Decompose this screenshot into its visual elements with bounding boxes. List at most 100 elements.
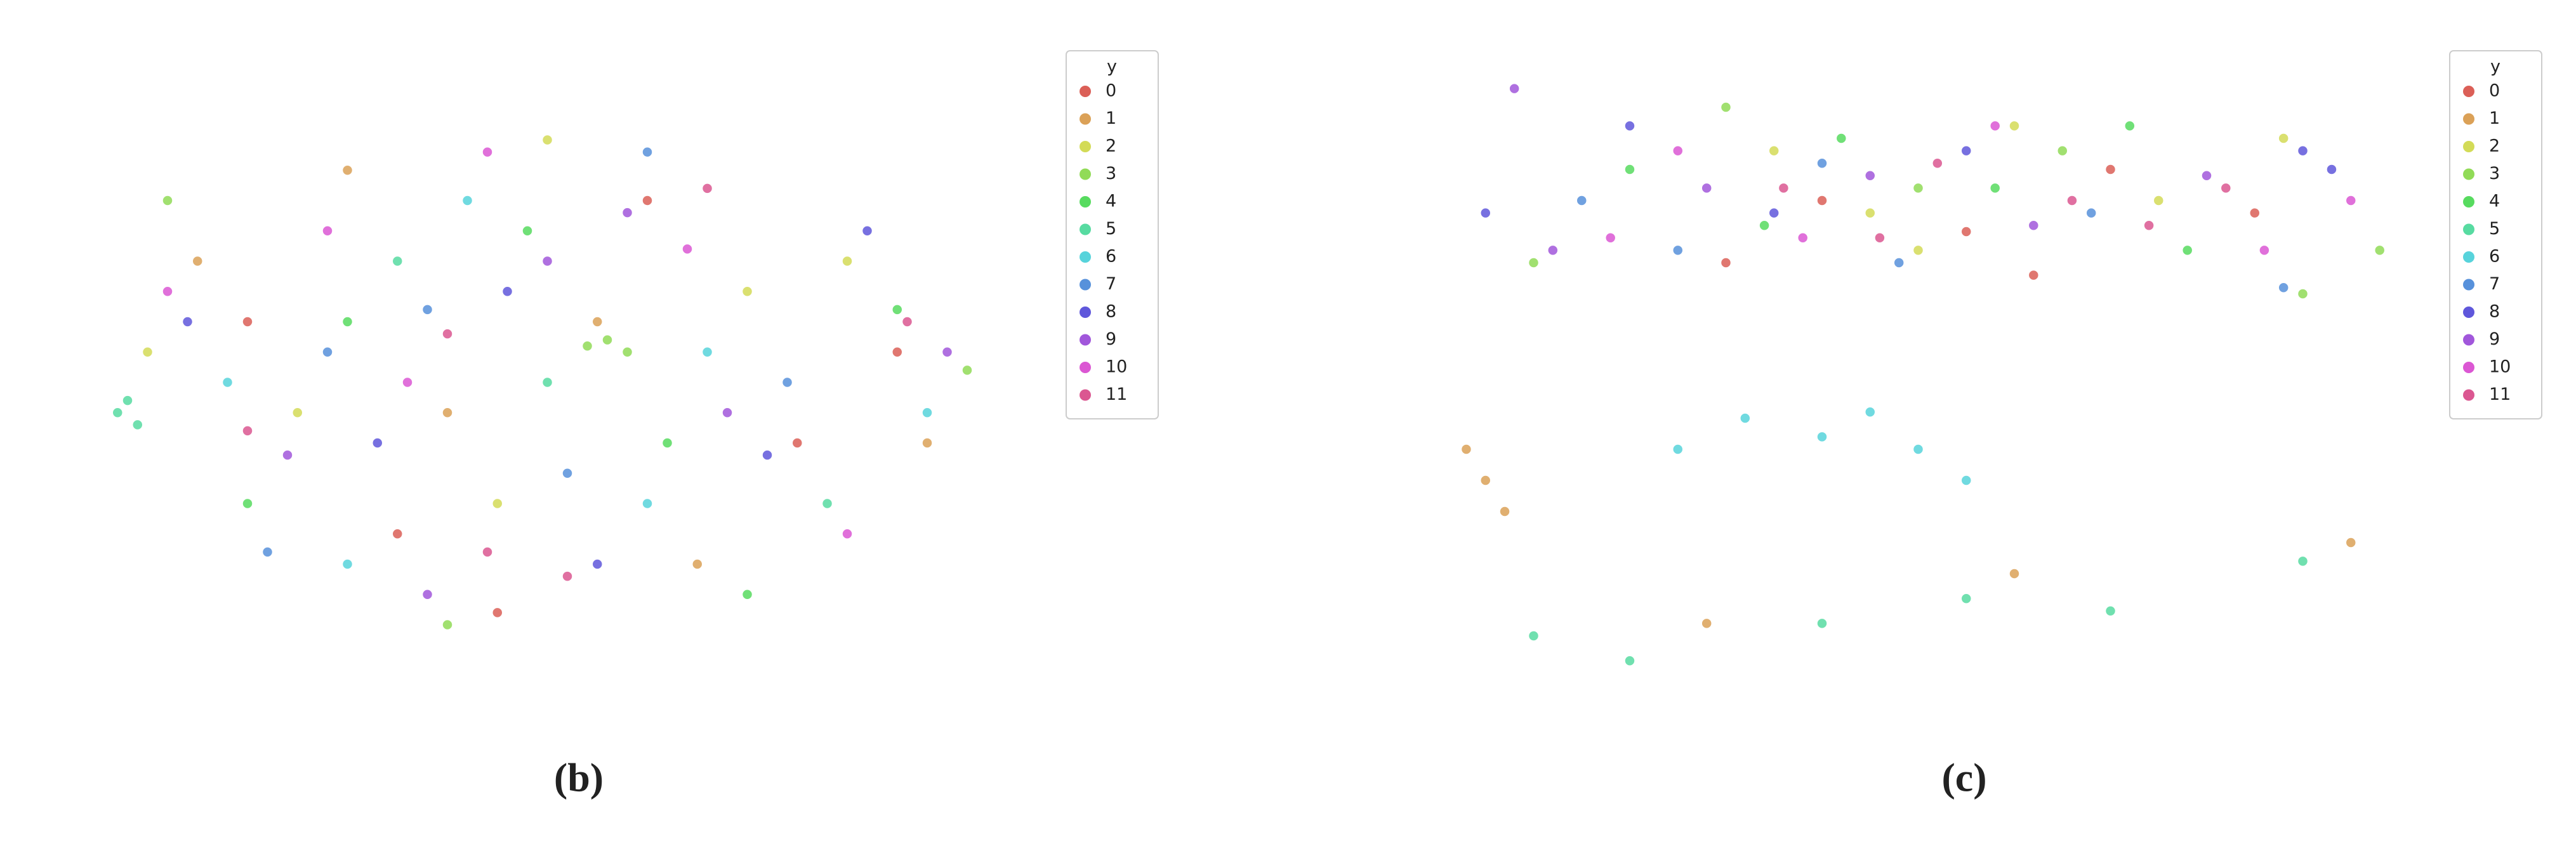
point	[341, 316, 353, 327]
legend-label: 3	[2489, 164, 2500, 183]
point	[1989, 120, 2001, 132]
legend-label: 3	[1106, 164, 1116, 183]
point	[1835, 133, 1847, 144]
point	[2009, 568, 2020, 579]
legend-marker	[2463, 362, 2474, 373]
point	[2259, 244, 2270, 256]
legend-marker	[2463, 223, 2474, 235]
point	[501, 286, 513, 297]
legend-label: 9	[1106, 329, 1116, 349]
point	[442, 619, 453, 631]
legend-title: y	[1107, 57, 1117, 77]
point	[1865, 406, 1876, 418]
point	[392, 528, 403, 539]
point	[1960, 475, 1972, 486]
point	[492, 498, 503, 510]
point	[921, 407, 933, 418]
point	[341, 558, 353, 570]
point	[1672, 145, 1684, 157]
point	[1912, 444, 1924, 455]
point	[941, 346, 953, 358]
point	[2009, 120, 2020, 132]
legend-label: 10	[1106, 357, 1127, 377]
legend-marker	[1080, 86, 1091, 97]
point	[2297, 288, 2309, 300]
point	[322, 225, 333, 237]
point	[461, 195, 473, 206]
point	[1816, 431, 1828, 443]
point	[2057, 145, 2068, 157]
legend-label: 1	[1106, 109, 1116, 128]
point	[1865, 207, 1876, 219]
point	[842, 528, 853, 539]
point	[682, 243, 693, 255]
point	[961, 364, 973, 376]
point	[242, 425, 253, 437]
legend-marker	[1080, 251, 1091, 263]
point	[581, 340, 593, 352]
legend-marker	[2463, 113, 2474, 125]
legend-label: 7	[1106, 274, 1116, 294]
point	[2345, 195, 2356, 206]
point	[1672, 244, 1684, 256]
point	[741, 589, 753, 600]
point	[621, 207, 633, 218]
legend-marker	[2463, 141, 2474, 152]
point	[1701, 182, 1712, 194]
point	[2143, 220, 2155, 231]
panel-label: (c)	[1941, 755, 1986, 800]
point	[1460, 444, 1472, 455]
legend-label: 4	[1106, 192, 1116, 211]
legend-label: 8	[1106, 302, 1116, 322]
point	[1912, 244, 1924, 256]
legend-label: 5	[2489, 219, 2500, 239]
point	[821, 498, 833, 510]
point	[402, 376, 413, 388]
point	[122, 395, 133, 406]
point	[1480, 207, 1491, 219]
point	[541, 255, 553, 267]
point	[642, 498, 653, 510]
point	[861, 225, 873, 237]
point	[1960, 593, 1972, 604]
point	[2104, 164, 2117, 175]
point	[842, 255, 853, 267]
point	[2278, 133, 2289, 144]
legend-label: 6	[2489, 247, 2500, 267]
point	[591, 316, 603, 327]
point	[602, 334, 613, 346]
legend-label: 0	[2489, 81, 2500, 101]
point	[2297, 555, 2309, 567]
point	[492, 607, 503, 619]
point	[2220, 182, 2232, 194]
point	[482, 146, 493, 158]
point	[1768, 145, 1780, 157]
point	[781, 376, 793, 388]
point	[1893, 257, 1905, 268]
point	[692, 558, 703, 570]
point	[372, 437, 383, 449]
point	[442, 328, 453, 340]
legend-label: 0	[1106, 81, 1116, 101]
legend-label: 6	[1106, 247, 1116, 267]
point	[701, 183, 713, 194]
legend-label: 1	[2489, 109, 2500, 128]
point	[762, 449, 773, 461]
point	[1797, 232, 1809, 244]
point	[541, 134, 553, 146]
point	[892, 304, 903, 315]
point	[482, 546, 493, 558]
legend-marker	[2463, 389, 2474, 401]
point	[1547, 244, 1559, 256]
point	[722, 407, 733, 418]
point	[2153, 195, 2164, 206]
point	[1701, 617, 1712, 630]
point	[192, 255, 203, 267]
point	[541, 376, 553, 388]
point	[132, 419, 143, 431]
legend-marker	[1080, 279, 1091, 291]
point	[522, 225, 533, 237]
point	[621, 346, 633, 358]
point	[642, 195, 653, 206]
